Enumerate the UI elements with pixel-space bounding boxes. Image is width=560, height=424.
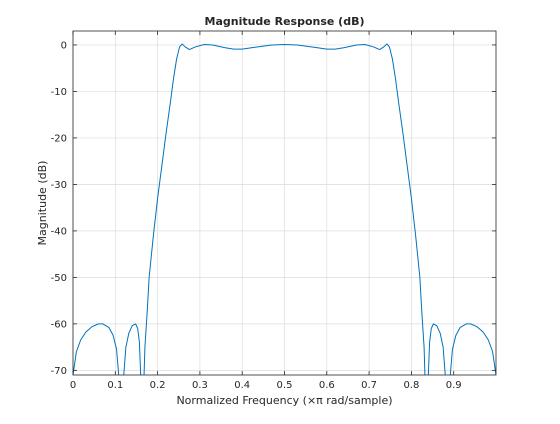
magnitude-line-segment <box>73 323 120 375</box>
magnitude-line-segment <box>143 43 426 375</box>
y-axis-label: Magnitude (dB) <box>36 161 49 246</box>
y-tick-label: -50 <box>51 273 67 284</box>
x-tick-label: 0.2 <box>150 380 166 391</box>
chart-title: Magnitude Response (dB) <box>205 15 365 28</box>
x-tick-label: 0.7 <box>361 380 377 391</box>
y-tick-label: -30 <box>51 180 67 191</box>
magnitude-line-segment <box>449 323 496 375</box>
ticks: 0 0.1 0.2 0.3 0.4 0.5 0.6 0.7 0.8 0.9 0 -10 -20 -30 -4… <box>51 31 496 391</box>
x-tick-label: 0.4 <box>234 380 250 391</box>
y-tick-label: -20 <box>51 133 67 144</box>
x-tick-label: 0.5 <box>277 380 293 391</box>
magnitude-line-segment <box>427 323 446 375</box>
x-tick-label: 0.6 <box>319 380 335 391</box>
y-tick-label: -10 <box>51 87 67 98</box>
x-tick-label: 0.1 <box>107 380 123 391</box>
magnitude-line-segment <box>123 323 142 375</box>
x-tick-label: 0 <box>70 380 76 391</box>
y-tick-label: -70 <box>51 366 67 377</box>
x-tick-label: 0.8 <box>403 380 419 391</box>
x-axis-label: Normalized Frequency (×π rad/sample) <box>176 394 392 407</box>
y-tick-label: -40 <box>51 226 67 237</box>
x-tick-label: 0.9 <box>446 380 462 391</box>
y-tick-label: -60 <box>51 319 67 330</box>
series-layer <box>73 43 496 375</box>
x-tick-label: 0.3 <box>192 380 208 391</box>
y-tick-label: 0 <box>61 40 67 51</box>
